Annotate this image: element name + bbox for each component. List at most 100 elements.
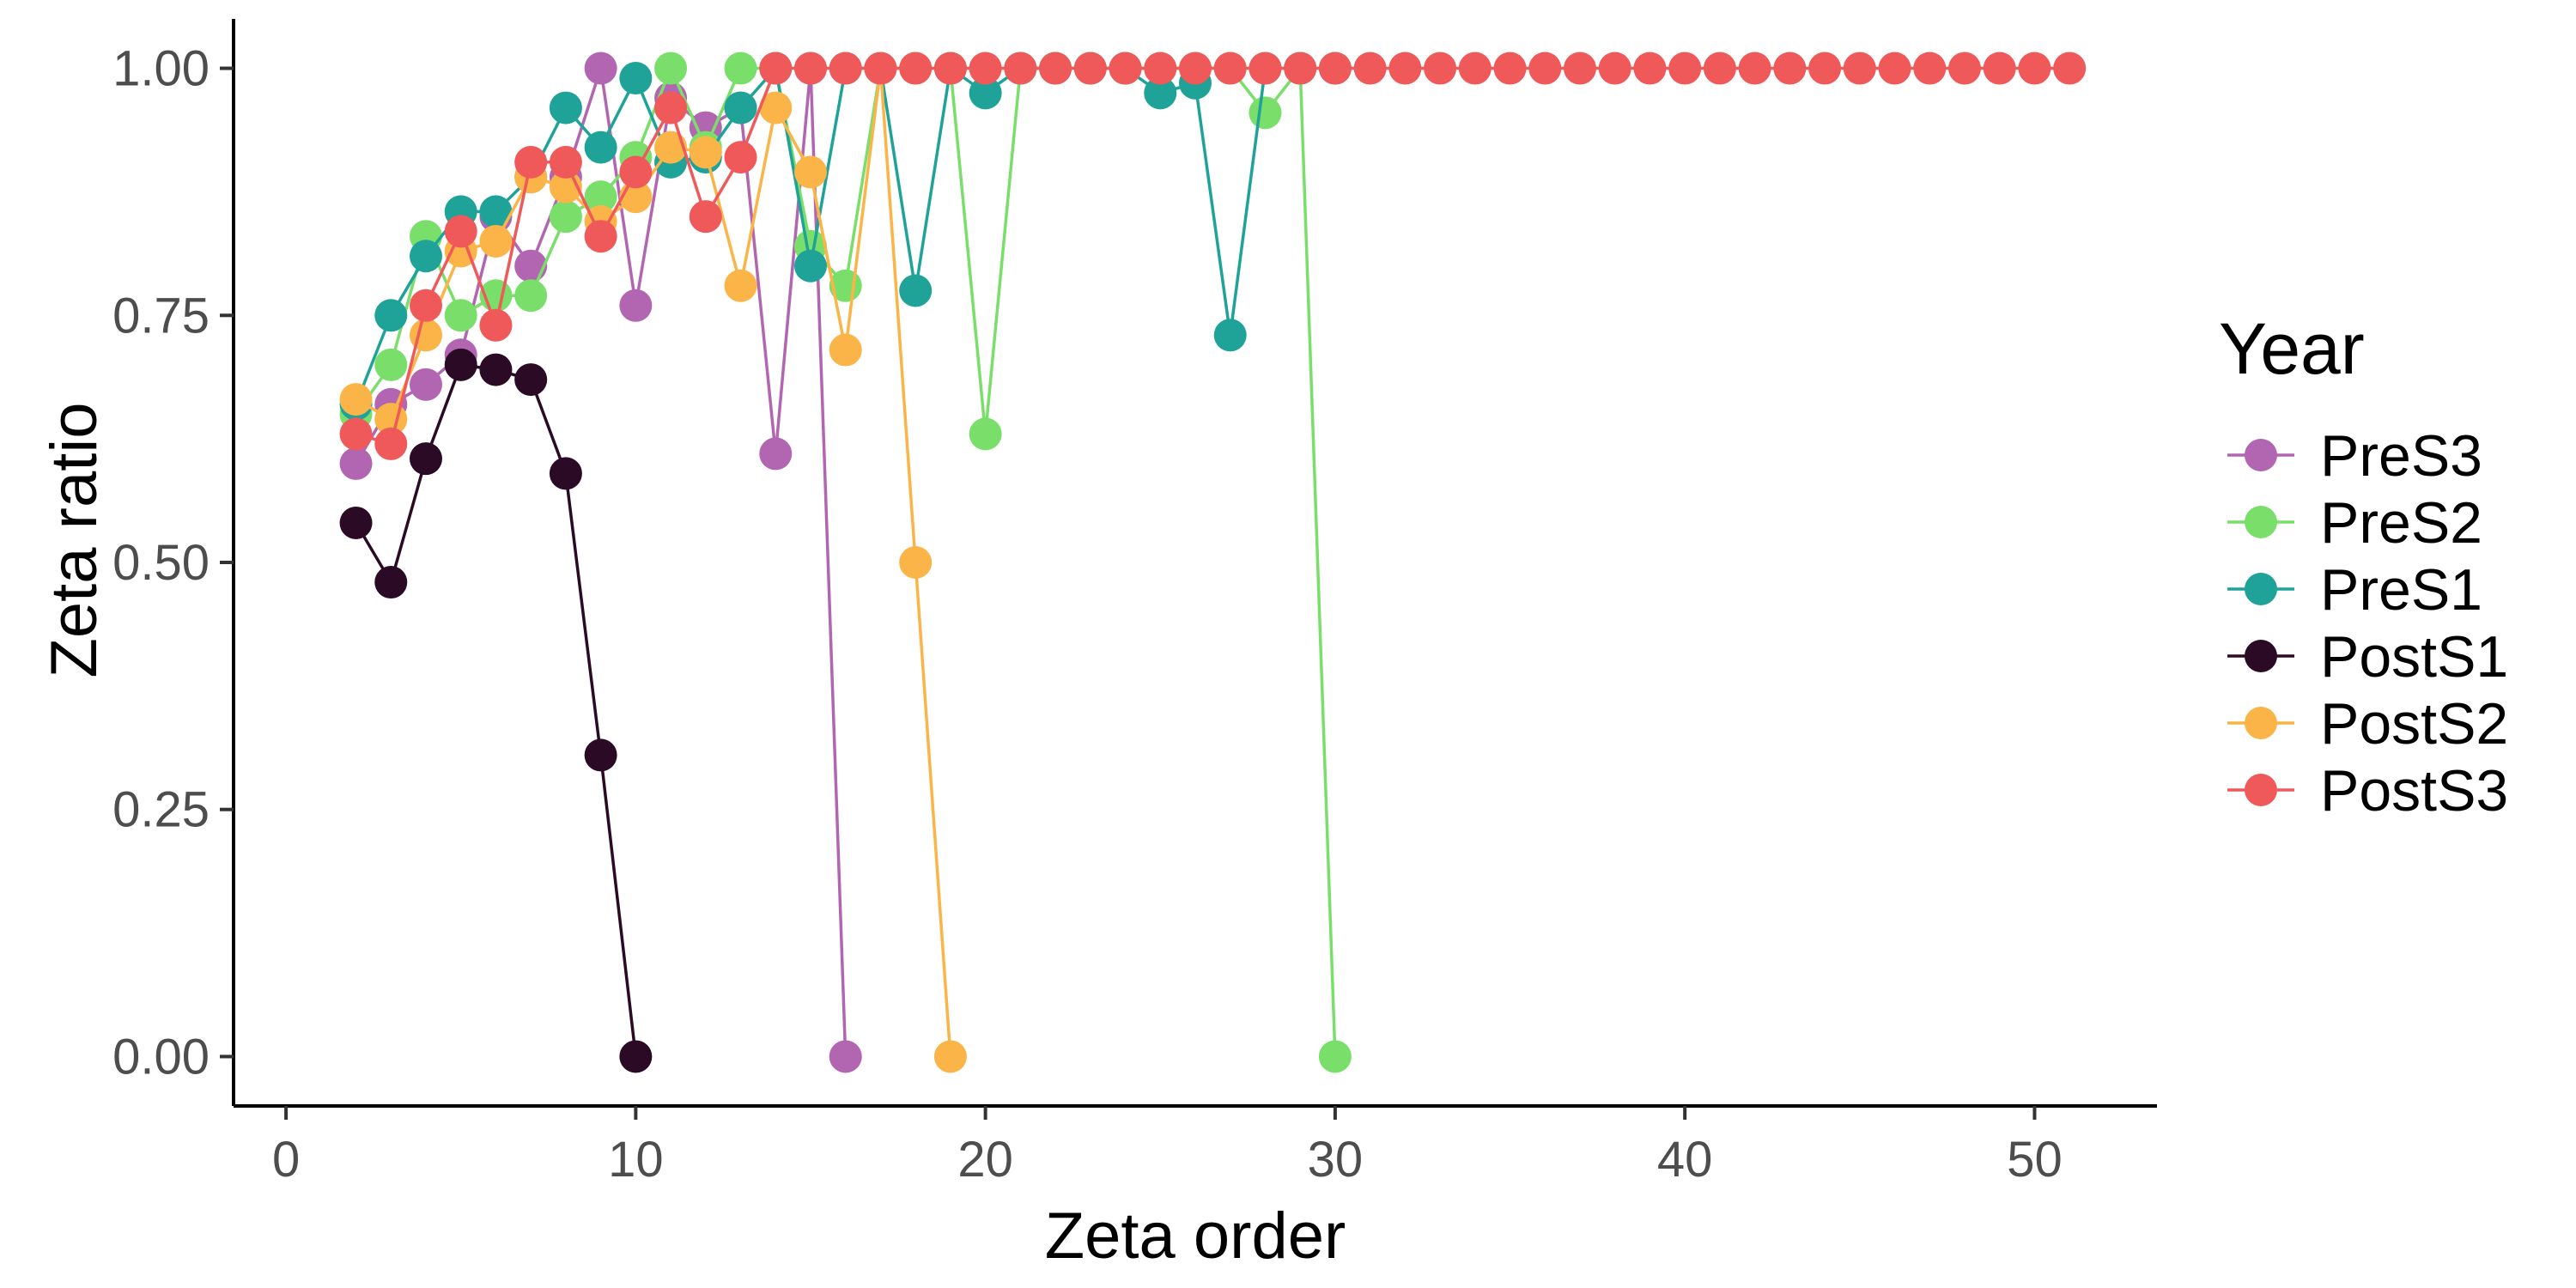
legend-marker [2245,707,2277,739]
data-point [584,131,617,164]
x-tick-label: 40 [1657,1132,1713,1188]
data-point [1773,52,1807,85]
data-point [514,279,548,313]
data-point [1353,52,1387,85]
data-point [689,200,722,234]
data-point [1808,52,1842,85]
data-point [759,91,793,125]
legend-item-posts2: PostS2 [2227,691,2508,756]
data-point [1668,52,1702,85]
data-point [654,131,688,164]
legend-label: PostS3 [2320,758,2508,823]
legend-marker [2245,506,2277,538]
legend-marker [2245,439,2277,471]
ticks-layer: 0 10 20 30 40 50 0.00 0.25 0.50 0.75 1.00 [112,41,2063,1188]
data-point [444,348,477,381]
legend-title: Year [2219,308,2365,389]
data-point [969,52,1002,85]
data-point [549,200,582,234]
data-point [1913,52,1947,85]
data-point [864,52,897,85]
y-tick-label: 0.25 [112,782,210,838]
data-point [410,289,442,322]
legend-marker [2245,640,2277,672]
x-tick-label: 0 [272,1132,300,1188]
data-point [1493,52,1527,85]
data-point [829,1040,862,1073]
data-point [1249,52,1282,85]
data-point [1284,52,1317,85]
legend-label: PreS3 [2320,423,2482,489]
data-point [1843,52,1876,85]
data-point [1633,52,1667,85]
data-point [479,308,513,342]
data-point [584,52,617,85]
data-point [2053,52,2087,85]
data-point [549,91,582,125]
data-point [759,437,793,471]
data-point [479,353,513,386]
legend-item-pres1: PreS1 [2227,557,2482,623]
legend-marker [2245,573,2277,605]
legend-label: PreS1 [2320,557,2482,623]
data-point [689,136,722,169]
legend-item-pres3: PreS3 [2227,423,2482,489]
data-point [479,224,513,258]
data-point [1213,319,1247,352]
data-point [1528,52,1562,85]
data-point [829,52,862,85]
data-point [1073,52,1107,85]
data-point [1948,52,1981,85]
data-point [514,249,548,283]
legend-item-posts1: PostS1 [2227,624,2508,690]
data-point [969,417,1002,451]
data-point [1318,52,1352,85]
data-point [654,52,688,85]
y-tick-label: 0.75 [112,288,210,343]
y-tick-label: 1.00 [112,41,210,97]
legend-label: PostS1 [2320,624,2508,690]
data-point [1179,52,1212,85]
data-point [724,269,757,302]
legend-item-posts3: PostS3 [2227,758,2508,823]
data-point [444,215,477,248]
data-point [619,155,653,189]
data-point [514,145,548,179]
legend-item-pres2: PreS2 [2227,490,2482,556]
data-point [1318,1040,1352,1073]
data-point [933,52,967,85]
data-point [339,447,373,480]
data-point [1144,52,1177,85]
data-point [1738,52,1771,85]
x-tick-label: 20 [957,1132,1013,1188]
data-point [933,1040,967,1073]
data-point [619,62,653,95]
data-point [374,427,408,460]
legend-marker [2245,774,2277,806]
data-point [410,368,442,401]
data-point [1564,52,1596,85]
data-point [899,546,933,579]
x-tick-label: 30 [1308,1132,1364,1188]
series-posts2 [339,52,967,1073]
data-point [444,299,477,332]
data-point [374,348,408,381]
data-point [374,299,408,332]
x-axis-title: Zeta order [1045,1200,1346,1273]
data-point [339,506,373,539]
data-point [1983,52,2016,85]
data-point [724,52,757,85]
data-point [584,180,617,214]
data-point [969,76,1002,110]
data-point [549,145,582,179]
data-point [1144,76,1177,110]
data-point [794,52,827,85]
data-point [410,442,442,476]
series-line [355,68,952,1057]
x-tick-label: 10 [608,1132,664,1188]
data-point [829,333,862,367]
data-point [1703,52,1736,85]
y-tick-label: 0.50 [112,535,210,591]
